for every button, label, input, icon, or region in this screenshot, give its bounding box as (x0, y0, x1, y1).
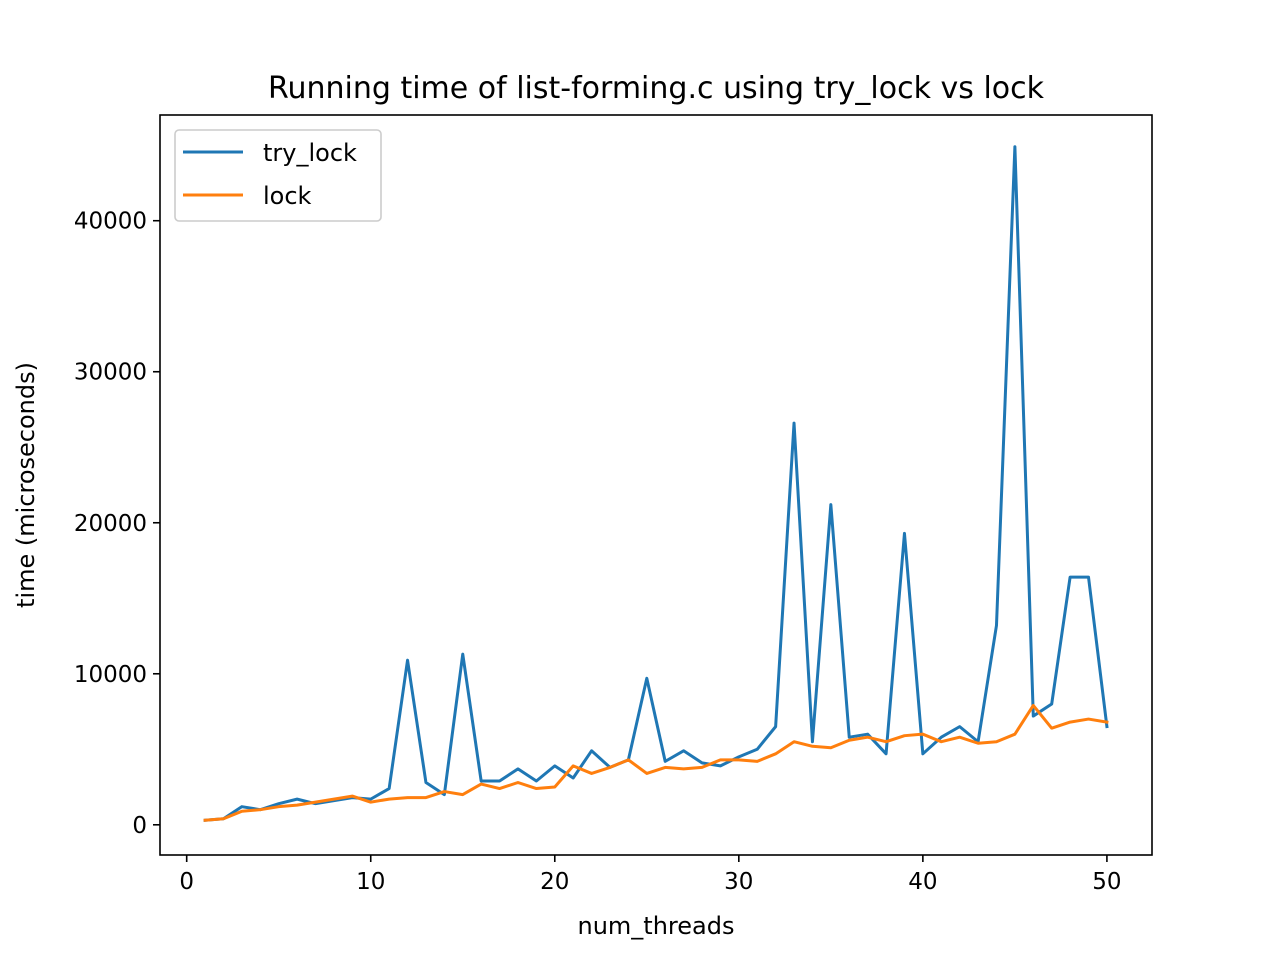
x-tick-label: 40 (908, 869, 937, 895)
legend-label-lock: lock (263, 182, 312, 210)
legend-label-try-lock: try_lock (263, 139, 357, 167)
series-line-lock (203, 703, 1109, 822)
y-tick-label: 10000 (74, 662, 147, 688)
x-axis-label: num_threads (578, 912, 735, 940)
series-layer (203, 145, 1109, 822)
y-tick-label: 40000 (74, 209, 147, 235)
axes-frame (159, 114, 1153, 856)
y-tick-label: 0 (132, 813, 147, 839)
x-tick-label: 50 (1092, 869, 1121, 895)
x-tick-label: 10 (356, 869, 385, 895)
x-tick-label: 0 (179, 869, 194, 895)
y-tick-label: 30000 (74, 360, 147, 386)
chart-title: Running time of list-forming.c using try… (268, 71, 1045, 106)
x-tick-label: 20 (540, 869, 569, 895)
plot-area (159, 114, 1153, 856)
x-tick-label: 30 (724, 869, 753, 895)
y-tick-label: 20000 (74, 511, 147, 537)
y-axis-ticks: 0 10000 20000 30000 40000 (74, 209, 160, 839)
x-axis-ticks: 0 10 20 30 40 50 (179, 855, 1122, 895)
legend: try_lock lock (174, 129, 382, 222)
y-axis-label: time (microseconds) (12, 362, 40, 608)
